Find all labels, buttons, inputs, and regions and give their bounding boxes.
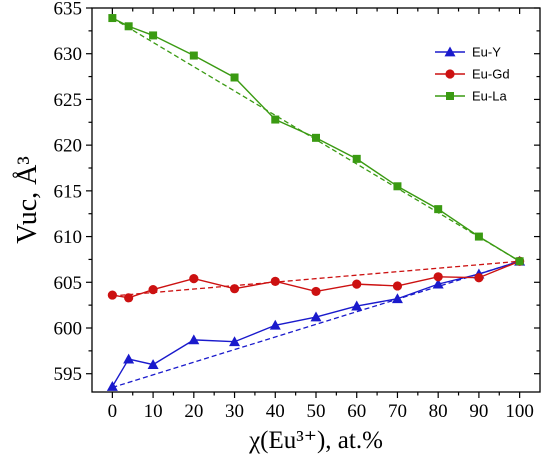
legend-marker-eu-y: [444, 46, 456, 57]
legend-label-eu-la: Eu-La: [472, 89, 507, 104]
data-point-eu-gd: [474, 273, 484, 283]
x-axis-ticks: 0 10 20 30 40 50 60 70 80 90 100: [108, 8, 534, 422]
x-tick-label: 70: [388, 401, 407, 422]
legend-label-eu-gd: Eu-Gd: [472, 67, 510, 82]
data-point-eu-gd: [124, 293, 134, 303]
y-tick-label: 620: [54, 136, 83, 157]
data-point-eu-la: [230, 73, 239, 82]
x-tick-label: 60: [347, 401, 366, 422]
fit-line-eu-la: [112, 17, 520, 262]
y-tick-label: 610: [54, 227, 83, 248]
y-tick-label: 600: [54, 319, 83, 340]
data-point-eu-y: [106, 381, 118, 391]
y-tick-label: 625: [54, 90, 83, 111]
legend-label-eu-y: Eu-Y: [472, 45, 501, 60]
legend-marker-eu-la: [446, 92, 454, 100]
data-point-eu-la: [149, 31, 158, 40]
y-axis-ticks: 595 600 605 610 615 620 625 630 635: [54, 0, 540, 385]
data-point-eu-gd: [229, 284, 240, 294]
data-point-eu-la: [474, 232, 483, 241]
x-tick-label: 20: [184, 401, 203, 422]
legend-marker-eu-gd: [445, 69, 455, 79]
data-point-eu-y: [123, 353, 135, 364]
data-point-eu-y: [310, 311, 322, 322]
data-markers: [106, 14, 526, 391]
data-point-eu-la: [271, 115, 280, 124]
data-point-eu-gd: [433, 272, 443, 282]
data-point-eu-gd: [392, 281, 403, 291]
data-point-eu-y: [147, 359, 159, 369]
y-tick-label: 615: [54, 181, 83, 202]
legend: Eu-Y Eu-Gd Eu-La: [435, 45, 510, 104]
y-tick-label: 595: [54, 364, 83, 385]
data-point-eu-la: [189, 51, 198, 60]
axis-titles: χ(Eu³⁺), at.% Vuc, Å³: [12, 156, 383, 454]
data-point-eu-la: [434, 205, 443, 214]
data-point-eu-la: [393, 182, 402, 191]
data-point-eu-la: [124, 22, 133, 31]
fit-lines: [112, 17, 520, 389]
x-axis-title: χ(Eu³⁺), at.%: [248, 427, 383, 454]
data-point-eu-gd: [270, 276, 280, 286]
data-point-eu-y: [229, 336, 241, 347]
data-point-eu-gd: [148, 285, 158, 295]
y-tick-label: 630: [54, 44, 83, 65]
data-point-eu-la: [108, 14, 117, 23]
x-tick-label: 50: [307, 401, 326, 422]
y-tick-label: 605: [54, 273, 83, 294]
series-line-eu-la: [112, 17, 520, 262]
x-tick-label: 0: [108, 401, 118, 422]
fit-line-eu-gd: [112, 260, 520, 297]
x-tick-label: 80: [429, 401, 448, 422]
x-tick-label: 40: [266, 401, 285, 422]
data-point-eu-y: [391, 293, 403, 304]
data-point-eu-la: [515, 257, 524, 266]
data-point-eu-y: [351, 300, 363, 311]
x-tick-label: 100: [505, 401, 534, 422]
data-point-eu-y: [432, 278, 444, 289]
data-point-eu-gd: [311, 286, 321, 297]
y-axis-title: Vuc, Å³: [12, 156, 43, 244]
data-point-eu-gd: [107, 290, 117, 300]
data-point-eu-la: [312, 133, 320, 142]
data-point-eu-gd: [352, 279, 362, 289]
fit-line-eu-y: [112, 260, 520, 389]
x-tick-label: 90: [469, 401, 488, 422]
data-point-eu-y: [188, 334, 200, 345]
y-tick-label: 635: [54, 0, 83, 20]
x-tick-label: 10: [144, 401, 163, 422]
series-line-eu-y: [111, 260, 520, 387]
data-point-eu-y: [269, 319, 281, 330]
x-tick-label: 30: [225, 401, 244, 422]
data-point-eu-la: [352, 154, 361, 163]
data-point-eu-gd: [189, 274, 199, 284]
